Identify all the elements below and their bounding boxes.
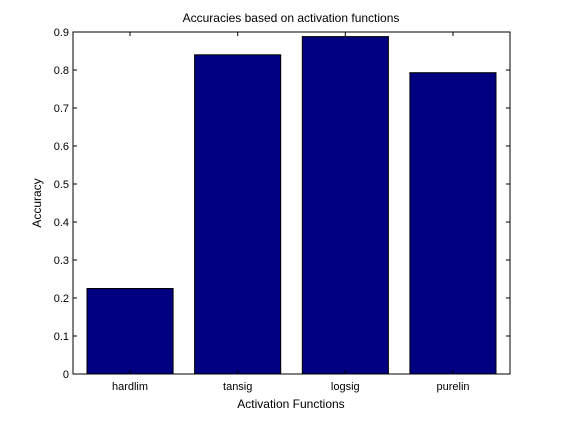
bar-logsig bbox=[301, 36, 389, 375]
y-tick-label: 0.5 bbox=[54, 179, 69, 191]
x-tick-label: tansig bbox=[223, 381, 252, 393]
y-axis-label: Accuracy bbox=[30, 178, 44, 227]
y-tick-label: 0.8 bbox=[54, 65, 69, 77]
bars-group bbox=[86, 36, 497, 375]
bar-hardlim bbox=[86, 288, 174, 375]
x-axis-label: Activation Functions bbox=[237, 397, 344, 411]
y-tick-label: 0.3 bbox=[54, 255, 69, 267]
y-tick-label: 0 bbox=[63, 369, 69, 381]
x-tick-label: purelin bbox=[436, 381, 469, 393]
chart-title: Accuracies based on activation functions bbox=[183, 11, 400, 25]
y-axis-ticks: 0 0.1 0.2 0.3 0.4 0.5 0.6 0.7 0.8 0.9 bbox=[54, 27, 510, 381]
y-tick-label: 0.9 bbox=[54, 27, 69, 39]
y-tick-label: 0.2 bbox=[54, 293, 69, 305]
x-tick-label: logsig bbox=[331, 381, 360, 393]
y-tick-label: 0.7 bbox=[54, 103, 69, 115]
bar-purelin bbox=[409, 72, 497, 375]
x-tick-label: hardlim bbox=[112, 381, 148, 393]
y-tick-label: 0.4 bbox=[54, 217, 69, 229]
y-tick-label: 0.1 bbox=[54, 331, 69, 343]
x-axis-ticks: hardlim tansig logsig purelin bbox=[112, 32, 470, 393]
bar-tansig bbox=[194, 54, 282, 375]
y-tick-label: 0.6 bbox=[54, 141, 69, 153]
